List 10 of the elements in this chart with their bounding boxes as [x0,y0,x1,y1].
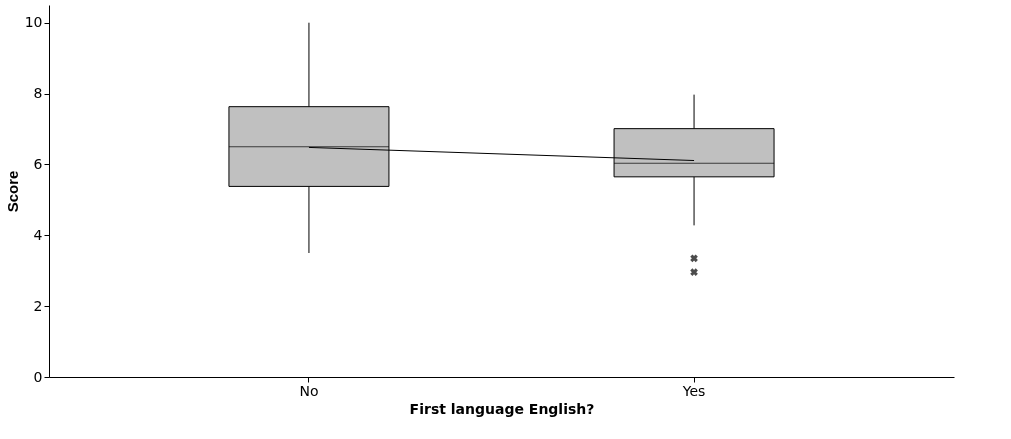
x-tick-label: No [299,382,319,399]
y-tick-label: 4 [33,226,43,243]
y-tick-label: 6 [33,155,43,172]
y-tick-label: 8 [33,85,43,102]
y-tick-label: 2 [33,297,43,314]
y-axis-title: Score [3,170,21,213]
y-tick-label: 10 [24,14,43,31]
x-tick-label: Yes [681,382,706,399]
y-tick-label: 0 [33,368,43,385]
x-axis-title: First language English? [409,400,595,417]
